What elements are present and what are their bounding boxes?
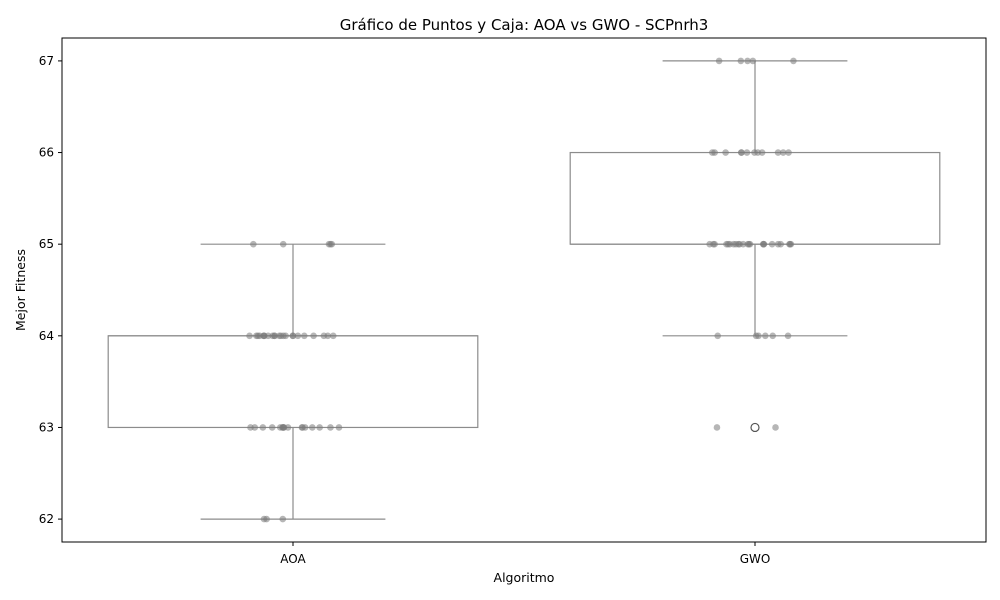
data-point bbox=[279, 240, 287, 248]
data-point bbox=[722, 149, 729, 156]
data-point bbox=[743, 149, 751, 156]
data-point bbox=[786, 240, 793, 248]
data-point bbox=[279, 515, 287, 523]
data-point bbox=[774, 149, 782, 156]
data-point bbox=[777, 240, 785, 248]
data-point bbox=[739, 240, 747, 248]
data-point bbox=[749, 57, 757, 65]
data-point bbox=[259, 424, 267, 431]
data-point bbox=[768, 240, 776, 248]
data-point bbox=[713, 424, 721, 431]
data-point bbox=[310, 332, 317, 340]
plot-area bbox=[61, 37, 987, 543]
data-point bbox=[250, 240, 257, 248]
data-point bbox=[715, 57, 723, 65]
data-point bbox=[294, 332, 302, 340]
box-GWO bbox=[569, 151, 941, 245]
y-tick-label: 65 bbox=[39, 237, 54, 251]
data-point bbox=[723, 240, 730, 248]
data-point bbox=[271, 332, 278, 340]
data-point bbox=[755, 332, 762, 340]
y-tick-label: 62 bbox=[39, 512, 54, 526]
y-axis-label: Mejor Fitness bbox=[13, 249, 28, 331]
data-point bbox=[253, 332, 260, 340]
outlier-marker bbox=[750, 422, 760, 433]
plot-frame bbox=[61, 37, 987, 543]
data-point bbox=[316, 424, 323, 431]
data-point bbox=[769, 332, 777, 340]
y-tick-label: 64 bbox=[39, 329, 54, 343]
data-point bbox=[260, 515, 268, 523]
data-point bbox=[276, 332, 283, 340]
data-point bbox=[762, 332, 769, 340]
x-axis: AOA GWO bbox=[280, 542, 770, 566]
data-point bbox=[268, 424, 276, 431]
data-point bbox=[714, 332, 722, 340]
y-tick-label: 63 bbox=[39, 420, 54, 434]
data-point bbox=[738, 149, 745, 156]
x-axis-label: Algoritmo bbox=[494, 570, 555, 585]
data-point bbox=[760, 240, 768, 248]
data-point bbox=[746, 240, 754, 248]
y-tick-label: 66 bbox=[39, 146, 54, 160]
data-point bbox=[779, 149, 787, 156]
data-point bbox=[329, 332, 337, 340]
y-tick-label: 67 bbox=[39, 54, 54, 68]
data-point bbox=[247, 424, 254, 431]
data-point bbox=[758, 149, 766, 156]
data-point bbox=[709, 149, 716, 156]
data-point bbox=[790, 57, 797, 65]
chart-title: Gráfico de Puntos y Caja: AOA vs GWO - S… bbox=[340, 16, 709, 34]
data-point bbox=[335, 424, 343, 431]
data-point bbox=[732, 240, 740, 248]
data-point bbox=[298, 424, 306, 431]
data-point bbox=[289, 332, 297, 340]
data-point bbox=[282, 332, 289, 340]
data-point bbox=[327, 424, 334, 431]
data-point bbox=[772, 424, 779, 431]
data-point bbox=[785, 149, 792, 156]
data-point bbox=[744, 57, 751, 65]
x-tick-label: AOA bbox=[280, 552, 306, 566]
data-point bbox=[300, 332, 308, 340]
x-tick-label: GWO bbox=[740, 552, 771, 566]
box-AOA bbox=[107, 335, 479, 429]
data-point bbox=[711, 240, 718, 248]
data-point bbox=[784, 332, 792, 340]
data-point bbox=[320, 332, 328, 340]
data-point bbox=[327, 240, 334, 248]
y-axis: 62 63 64 65 66 67 bbox=[39, 54, 62, 526]
data-point bbox=[246, 332, 253, 340]
data-point bbox=[737, 57, 745, 65]
data-point bbox=[260, 332, 268, 340]
data-point bbox=[309, 424, 316, 431]
data-point bbox=[280, 424, 288, 431]
data-point bbox=[751, 149, 758, 156]
